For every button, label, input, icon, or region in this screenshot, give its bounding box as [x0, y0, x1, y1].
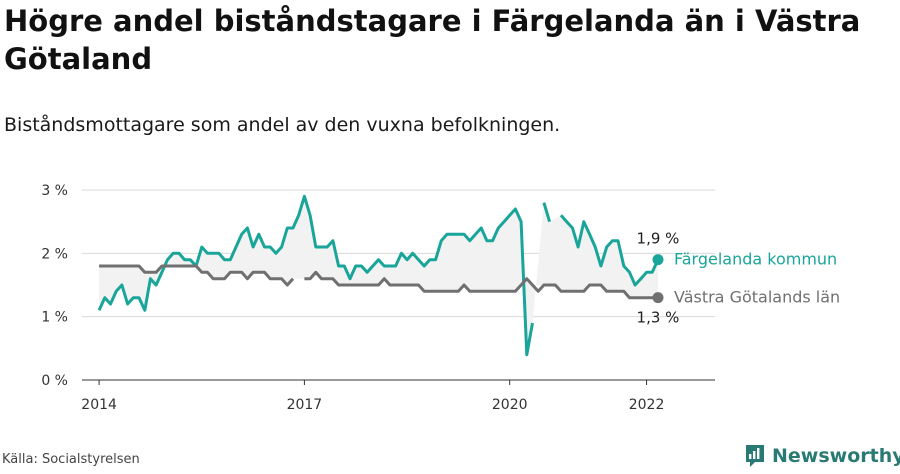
series-end-marker [652, 292, 664, 304]
y-tick-label: 2 % [41, 246, 68, 262]
series-end-marker [652, 254, 664, 266]
y-tick-label: 3 % [41, 183, 68, 199]
chart-subtitle: Biståndsmottagare som andel av den vuxna… [4, 114, 561, 136]
series-name-label: Färgelanda kommun [674, 250, 837, 269]
series-line-1 [99, 264, 658, 300]
y-tick-label: 1 % [41, 310, 68, 326]
brand-name: Newsworthy [772, 445, 900, 467]
x-tick-label: 2020 [492, 397, 528, 413]
y-ticks: 0 % 1 % 2 % 3 % [41, 183, 68, 389]
series-end-value-label: 1,3 % [637, 309, 680, 327]
y-tick-label: 0 % [41, 373, 68, 389]
series-name-label: Västra Götalands län [674, 288, 840, 307]
series-end-value-label: 1,9 % [637, 230, 680, 248]
newsworthy-logo-icon [746, 445, 764, 467]
chart-title: Högre andel biståndstagare i Färgelanda … [4, 4, 861, 76]
brand-logo: Newsworthy [744, 443, 900, 469]
x-tick-label: 2014 [81, 397, 117, 413]
series-lines [97, 194, 660, 357]
x-tick-label: 2017 [287, 397, 323, 413]
x-ticks: 2014 2017 2020 2022 [81, 380, 664, 413]
series-line-0 [97, 194, 660, 357]
difference-band [99, 196, 659, 355]
x-tick-label: 2022 [629, 397, 665, 413]
source-note: Källa: Socialstyrelsen [2, 452, 140, 467]
series-annotations: Färgelanda kommun 1,9 % Västra Götalands l… [637, 230, 841, 327]
